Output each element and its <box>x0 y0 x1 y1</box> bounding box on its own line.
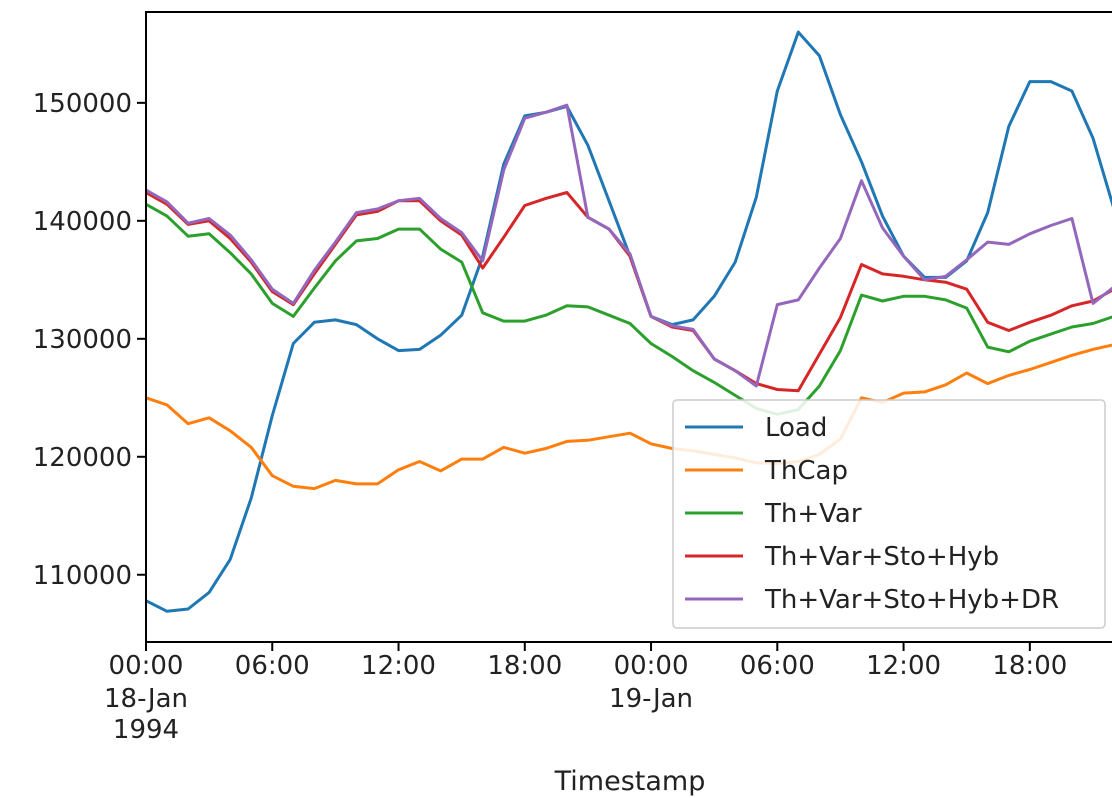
series-line-3 <box>146 202 1112 416</box>
y-tick-label: 130000 <box>33 325 132 355</box>
x-tick-label: 1994 <box>113 715 179 745</box>
x-tick-label: 06:00 <box>235 651 310 681</box>
y-tick-label: 110000 <box>33 561 132 591</box>
plot-frame <box>145 11 1112 643</box>
x-tick-label: 06:00 <box>740 651 815 681</box>
legend-label: Th+Var+Sto+Hyb+DR <box>764 585 1059 615</box>
y-tick-label: 120000 <box>33 443 132 473</box>
x-tick-label: 00:00 <box>614 651 689 681</box>
series-line-2 <box>146 343 1112 491</box>
y-tick-label: 140000 <box>33 207 132 237</box>
legend-label: ThCap <box>764 456 848 486</box>
legend: Load ThCap Th+Var Th+Var+Sto+Hyb Th+Var+Sto+… <box>672 399 1106 629</box>
x-axis-label: Timestamp <box>554 766 706 797</box>
legend-box <box>672 399 1106 629</box>
x-tick-label: 19-Jan <box>609 684 693 714</box>
y-tick-label: 150000 <box>33 89 132 119</box>
x-tick-label: 18:00 <box>992 651 1067 681</box>
x-tick-label: 12:00 <box>866 651 941 681</box>
x-tick-label: 00:00 <box>109 651 184 681</box>
series-line-5 <box>146 103 1112 388</box>
series-line-4 <box>146 191 1112 393</box>
y-axis: 110000 120000 130000 140000 150000 <box>33 89 146 591</box>
plot-lines <box>146 30 1112 613</box>
legend-label: Load <box>765 413 827 443</box>
x-tick-label: 12:00 <box>361 651 436 681</box>
x-tick-label: 18-Jan <box>104 684 188 714</box>
legend-label: Th+Var+Sto+Hyb <box>764 542 999 572</box>
legend-label: Th+Var <box>764 499 862 529</box>
x-tick-label: 18:00 <box>487 651 562 681</box>
